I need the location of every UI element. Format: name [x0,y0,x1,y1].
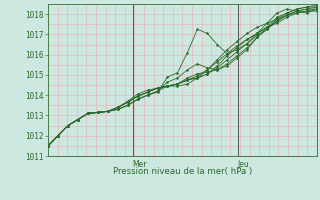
Text: Mer: Mer [133,160,147,169]
Text: Jeu: Jeu [237,160,249,169]
X-axis label: Pression niveau de la mer( hPa ): Pression niveau de la mer( hPa ) [113,167,252,176]
